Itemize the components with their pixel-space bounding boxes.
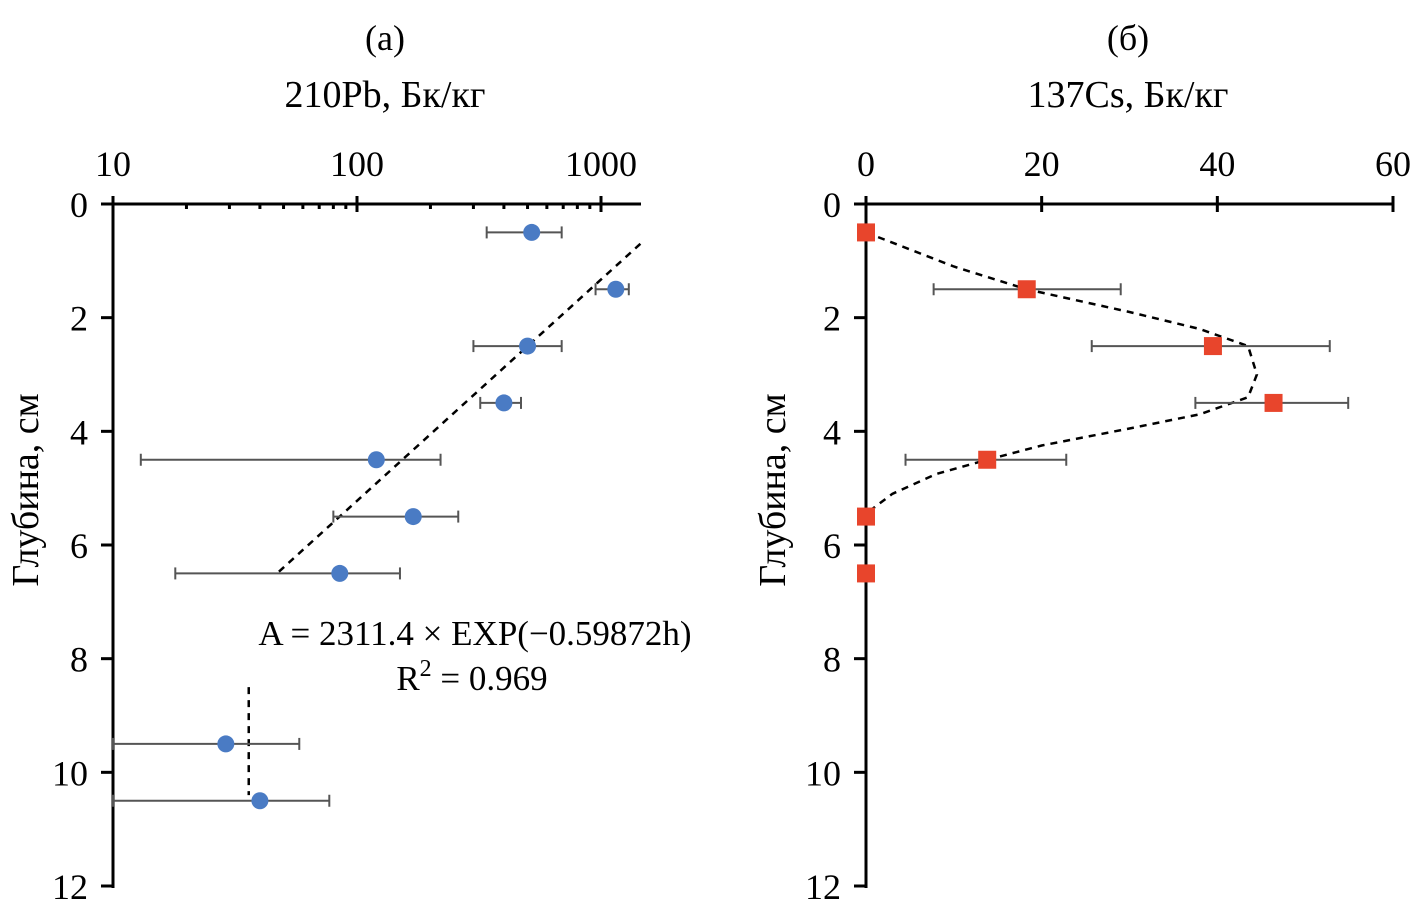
y-tick-label: 0 — [70, 185, 88, 225]
panel-a-210pb-chart: (а) 210Pb, Бк/кг Глубина, см 10 100 1000 0 2 4 6 8… — [5, 18, 692, 907]
data-point — [1203, 337, 1222, 356]
y-tick-label: 8 — [823, 640, 841, 680]
data-point — [367, 451, 385, 469]
chart-title: 210Pb, Бк/кг — [284, 74, 485, 116]
x-tick-label: 10 — [95, 144, 131, 184]
y-tick-label: 10 — [52, 753, 88, 793]
x-tick-label: 40 — [1199, 144, 1235, 184]
data-point — [404, 508, 422, 526]
r-superscript: 2 — [420, 656, 432, 682]
y-tick-label: 6 — [823, 526, 841, 566]
panel-label: (а) — [365, 18, 405, 58]
y-axis-label: Глубина, см — [5, 393, 47, 586]
data-point — [1264, 393, 1283, 412]
data-point — [607, 280, 625, 298]
data-point — [251, 792, 269, 810]
x-tick-label: 1000 — [565, 144, 637, 184]
y-tick-label: 12 — [52, 867, 88, 907]
r-value: = 0.969 — [432, 659, 548, 698]
y-tick-label: 4 — [823, 412, 841, 452]
x-tick-label: 60 — [1375, 144, 1411, 184]
y-tick-label: 10 — [805, 753, 841, 793]
fit-equation: A = 2311.4 × EXP(−0.59872h) — [258, 614, 691, 653]
data-point — [495, 394, 513, 412]
data-point — [978, 450, 997, 469]
x-tick-label: 100 — [330, 144, 384, 184]
chart-title: 137Cs, Бк/кг — [1027, 74, 1228, 116]
r-squared-label: R2 = 0.969 — [396, 656, 547, 698]
data-point — [857, 223, 875, 242]
r-symbol: R — [396, 659, 420, 698]
y-tick-label: 0 — [823, 185, 841, 225]
y-tick-label: 6 — [70, 526, 88, 566]
data-point — [331, 564, 349, 582]
panel-b-137cs-chart: (б) 137Cs, Бк/кг Глубина, см 0 20 40 60 0 2 4 6 8 10… — [752, 18, 1411, 907]
panel-label: (б) — [1107, 18, 1149, 58]
y-tick-label: 4 — [70, 412, 88, 452]
y-tick-label: 12 — [805, 867, 841, 907]
data-point — [857, 564, 875, 583]
data-point — [857, 507, 875, 526]
y-axis-label: Глубина, см — [752, 393, 794, 586]
data-point — [217, 735, 235, 753]
y-tick-label: 2 — [823, 299, 841, 339]
data-point — [519, 337, 537, 355]
fit-curve — [276, 242, 642, 575]
x-tick-label: 0 — [857, 144, 875, 184]
fit-curve — [865, 231, 1259, 515]
data-point — [1017, 280, 1036, 299]
y-tick-label: 2 — [70, 299, 88, 339]
data-point — [523, 223, 541, 241]
y-tick-label: 8 — [70, 640, 88, 680]
x-tick-label: 20 — [1024, 144, 1060, 184]
